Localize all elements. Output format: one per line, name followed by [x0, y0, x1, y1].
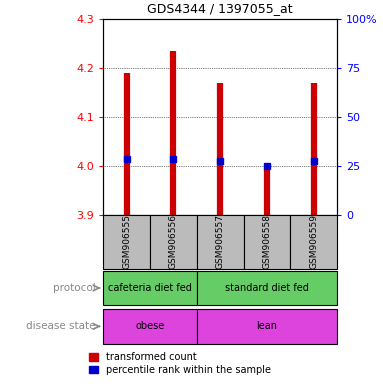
- Text: protocol: protocol: [53, 283, 96, 293]
- Text: GSM906558: GSM906558: [262, 214, 272, 270]
- Text: GSM906559: GSM906559: [309, 214, 318, 270]
- Text: GSM906555: GSM906555: [122, 214, 131, 270]
- Text: obese: obese: [136, 321, 165, 331]
- FancyBboxPatch shape: [150, 215, 197, 269]
- Legend: transformed count, percentile rank within the sample: transformed count, percentile rank withi…: [89, 353, 271, 375]
- Text: cafeteria diet fed: cafeteria diet fed: [108, 283, 192, 293]
- Text: standard diet fed: standard diet fed: [225, 283, 309, 293]
- FancyBboxPatch shape: [197, 271, 337, 305]
- Text: lean: lean: [257, 321, 277, 331]
- Text: GSM906557: GSM906557: [216, 214, 225, 270]
- Text: GSM906556: GSM906556: [169, 214, 178, 270]
- Title: GDS4344 / 1397055_at: GDS4344 / 1397055_at: [147, 2, 293, 15]
- FancyBboxPatch shape: [244, 215, 290, 269]
- FancyBboxPatch shape: [103, 271, 197, 305]
- FancyBboxPatch shape: [103, 215, 150, 269]
- FancyBboxPatch shape: [197, 215, 244, 269]
- FancyBboxPatch shape: [197, 309, 337, 344]
- Text: disease state: disease state: [26, 321, 96, 331]
- FancyBboxPatch shape: [103, 309, 197, 344]
- FancyBboxPatch shape: [290, 215, 337, 269]
